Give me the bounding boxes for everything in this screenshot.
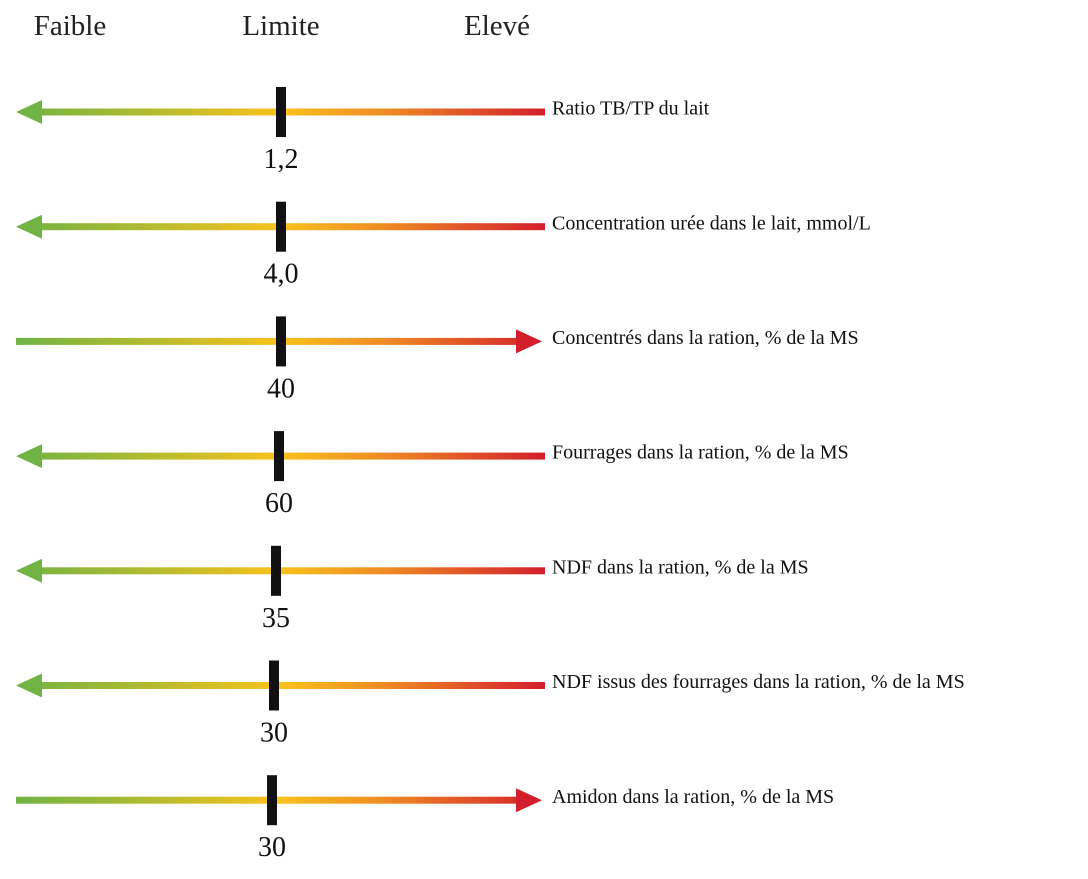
limit-bar: [276, 201, 286, 252]
limit-value: 1,2: [264, 144, 299, 175]
row-label: Concentration urée dans le lait, mmol/L: [552, 212, 871, 234]
arrow-head: [516, 788, 542, 813]
arrow-head: [16, 100, 42, 124]
limit-value: 30: [260, 718, 288, 749]
limit-value: 35: [262, 603, 290, 634]
arrow-shaft: [34, 452, 545, 460]
row-label: Concentrés dans la ration, % de la MS: [552, 327, 859, 349]
arrow-shaft: [16, 337, 524, 345]
limit-bar: [274, 431, 284, 482]
arrow-head: [16, 214, 42, 239]
limit-value: 4,0: [264, 259, 299, 290]
row-label: Fourrages dans la ration, % de la MS: [552, 442, 849, 464]
row-label: NDF issus des fourrages dans la ration, …: [552, 671, 965, 693]
arrow-head: [16, 558, 42, 583]
row-label: Amidon dans la ration, % de la MS: [552, 786, 834, 808]
limit-value: 60: [265, 488, 293, 519]
header-low: Faible: [34, 10, 107, 42]
limit-bar: [276, 316, 286, 367]
limit-bar: [267, 775, 277, 826]
header-limit: Limite: [242, 10, 319, 42]
arrow-shaft: [34, 682, 545, 689]
header-high: Elevé: [464, 10, 530, 42]
row-label: Ratio TB/TP du lait: [552, 98, 710, 120]
limit-bar: [276, 87, 286, 137]
limit-value: 30: [258, 832, 286, 863]
arrow-head: [16, 673, 42, 698]
row-label: NDF dans la ration, % de la MS: [552, 556, 809, 578]
arrow-shaft: [34, 223, 545, 231]
arrow-head: [516, 329, 542, 354]
limit-value: 40: [267, 373, 295, 404]
arrow-shaft: [34, 567, 545, 575]
limit-bar: [269, 660, 279, 711]
limit-bar: [271, 545, 281, 596]
arrow-shaft: [34, 108, 545, 116]
arrow-head: [16, 444, 42, 469]
